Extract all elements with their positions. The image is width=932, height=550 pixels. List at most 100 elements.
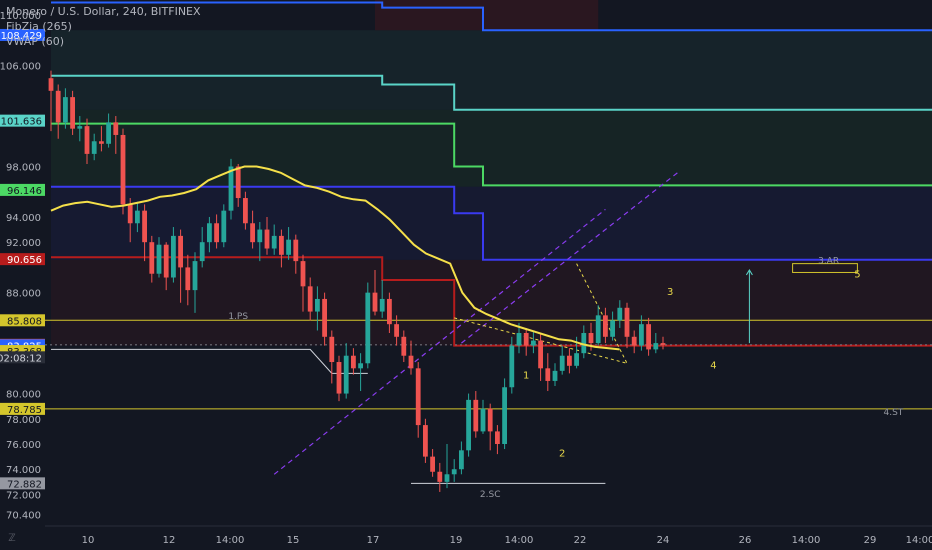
- candle-body: [502, 387, 507, 445]
- y-tick-label: 110.000: [0, 11, 41, 22]
- indicator-vwap[interactable]: VWAP (60): [6, 35, 65, 48]
- candle-body: [660, 343, 666, 345]
- x-tick-label: 15: [287, 535, 300, 546]
- candle-body: [372, 292, 378, 312]
- countdown-label: 02:08:12: [0, 353, 42, 364]
- y-tick-label: 80.000: [6, 390, 41, 401]
- annotation-label: 3.AR: [818, 257, 839, 267]
- candle-body: [423, 425, 428, 457]
- candle-body: [487, 408, 493, 432]
- candle-body: [538, 340, 543, 369]
- annotation-label: 4.ST: [883, 408, 903, 418]
- candle-body: [365, 292, 371, 364]
- x-tick-label: 14:00: [792, 535, 821, 546]
- fib-line-top: [51, 1, 932, 32]
- countdown-tag: [0, 351, 45, 364]
- y-tick-label: 70.400: [6, 511, 41, 522]
- candle-body: [307, 286, 313, 312]
- candle-body: [351, 355, 356, 369]
- candle-body: [286, 239, 291, 255]
- price-tag: [0, 477, 45, 490]
- candle-body: [444, 474, 450, 482]
- candle-body: [379, 298, 385, 312]
- candle-body: [214, 223, 219, 243]
- candle-body: [228, 166, 234, 211]
- candle-body: [163, 244, 169, 278]
- candle-body: [77, 126, 83, 129]
- price-tag-label: 90.656: [7, 255, 42, 266]
- candle-body: [185, 267, 191, 291]
- candle-body: [264, 229, 270, 249]
- candle-body: [408, 355, 414, 369]
- candle-body: [178, 235, 183, 268]
- fib-line-fib_1: [51, 74, 932, 111]
- candle-body: [120, 134, 126, 205]
- candle-body: [243, 198, 248, 224]
- fib-zone-1: [51, 30, 932, 110]
- candle-body: [653, 343, 659, 350]
- y-tick-label: 78.000: [6, 415, 41, 426]
- candle-body: [509, 345, 515, 388]
- price-tag: [0, 402, 45, 415]
- candle-body: [99, 141, 104, 144]
- candle-body: [171, 235, 176, 278]
- wedge-upper: [576, 263, 628, 364]
- candle-body: [257, 229, 263, 243]
- candle-body: [70, 97, 75, 129]
- candle-body: [394, 324, 399, 337]
- candle-body: [235, 166, 241, 199]
- annotation-label: 2: [559, 449, 565, 460]
- candle-body: [91, 141, 97, 154]
- fib-zone-top: [375, 0, 599, 31]
- y-tick-label: 72.000: [6, 490, 41, 501]
- annotation-label: 1.PS: [228, 312, 248, 322]
- price-tag-label: 101.636: [1, 117, 42, 128]
- candle-body: [315, 298, 320, 312]
- annotation-label: 2.SC: [480, 490, 501, 500]
- fib-zone-2: [51, 109, 932, 187]
- fib-line-fib_mid: [51, 185, 932, 261]
- indicator-fibzia[interactable]: FibZia (265): [6, 20, 72, 33]
- annotation-label: 3: [667, 287, 673, 298]
- chart-legend: Monero / U.S. Dollar, 240, BITFINEX FibZ…: [6, 4, 201, 49]
- x-tick-label: 29: [864, 535, 877, 546]
- candle-body: [293, 239, 299, 262]
- candle-body: [624, 307, 630, 337]
- tradingview-logo-icon[interactable]: ℤ: [8, 533, 16, 544]
- candle-body: [415, 368, 421, 426]
- price-tag-label: 78.785: [7, 405, 42, 416]
- y-tick-label: 92.000: [6, 238, 41, 249]
- x-tick-label: 12: [163, 535, 176, 546]
- x-tick-label: 26: [739, 535, 752, 546]
- candle-body: [545, 368, 551, 381]
- price-tag-label: 85.808: [7, 316, 42, 327]
- candle-body: [127, 204, 133, 224]
- symbol-title[interactable]: Monero / U.S. Dollar, 240, BITFINEX: [6, 5, 201, 18]
- candle-body: [574, 353, 579, 366]
- x-tick-label: 19: [450, 535, 463, 546]
- x-tick-label: 10: [82, 535, 95, 546]
- y-tick-label: 88.000: [6, 289, 41, 300]
- price-tag-label: 96.146: [7, 186, 42, 197]
- candle-body: [300, 261, 306, 287]
- candle-body: [639, 324, 644, 346]
- candle-body: [106, 122, 111, 144]
- candle-body: [603, 315, 608, 337]
- candle-body: [63, 97, 68, 123]
- range-line-upper: [51, 348, 368, 374]
- candle-body: [199, 242, 205, 262]
- candle-body: [451, 469, 457, 475]
- x-tick-label: 14:00: [216, 535, 245, 546]
- channel-upper: [461, 172, 678, 344]
- candle-body: [531, 340, 536, 346]
- price-tag: [0, 183, 45, 196]
- x-tick-label: 17: [367, 535, 380, 546]
- candle-body: [271, 235, 277, 249]
- y-tick-label: 74.000: [6, 465, 41, 476]
- y-tick-label: 98.000: [6, 163, 41, 174]
- x-tick-label: 14:00: [505, 535, 534, 546]
- price-tag: [0, 114, 45, 127]
- fib-line-fib_2: [51, 122, 932, 187]
